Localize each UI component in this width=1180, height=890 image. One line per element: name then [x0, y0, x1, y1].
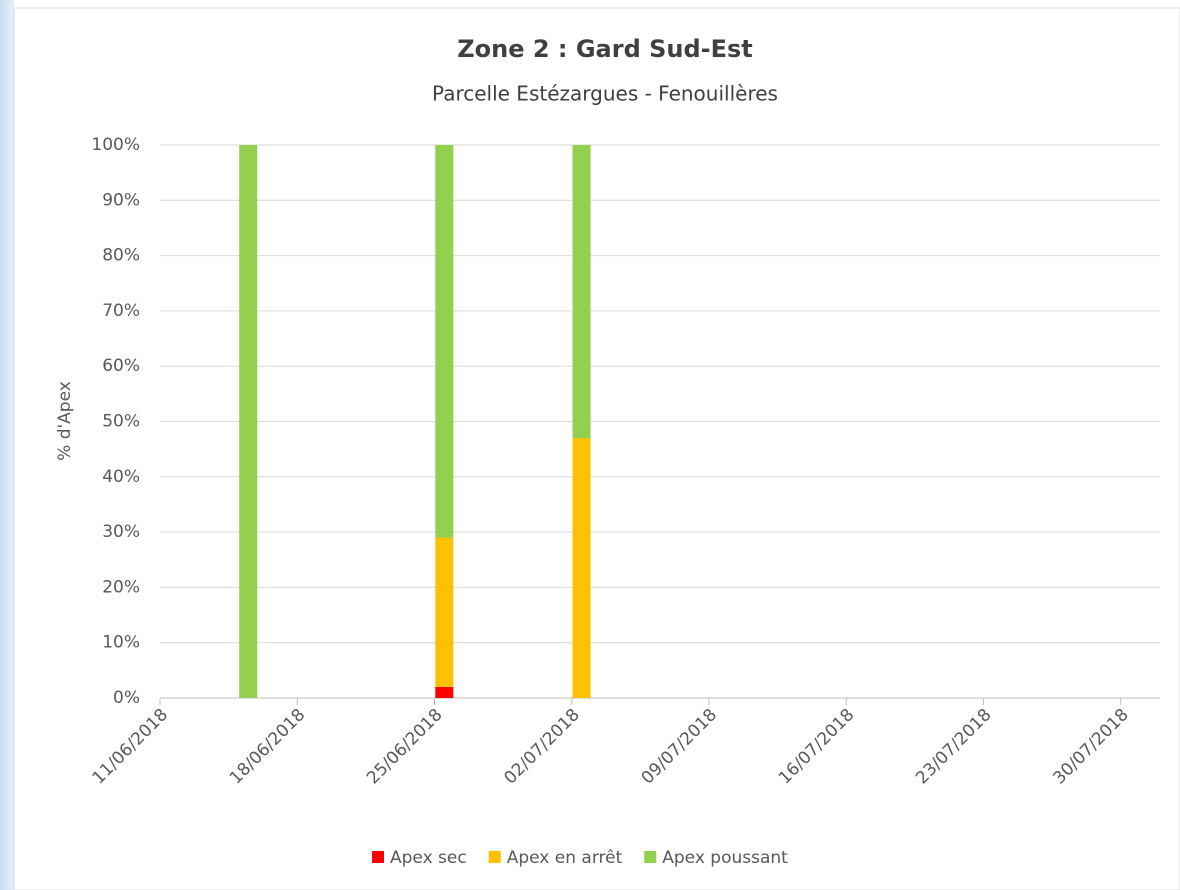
bar-segment — [435, 145, 454, 538]
bar-segment — [572, 438, 591, 698]
y-tick-label: 10% — [102, 633, 140, 653]
y-tick-label: 80% — [102, 246, 140, 266]
y-tick-label: 40% — [102, 467, 140, 487]
bar-segment — [435, 537, 454, 687]
chart-subtitle: Parcelle Estézargues - Fenouillères — [432, 82, 778, 106]
legend-swatch — [372, 851, 384, 863]
bar-segment — [572, 145, 591, 439]
legend-label: Apex sec — [390, 848, 467, 868]
y-tick-label: 20% — [102, 577, 140, 597]
chart-title: Zone 2 : Gard Sud-Est — [457, 35, 753, 63]
y-tick-label: 30% — [102, 522, 140, 542]
y-axis-label: % d'Apex — [55, 381, 75, 461]
legend-label: Apex en arrêt — [507, 848, 623, 868]
y-tick-label: 0% — [113, 688, 140, 708]
bar-segment — [435, 686, 454, 698]
y-tick-label: 60% — [102, 356, 140, 376]
legend-swatch — [488, 851, 501, 863]
legend-label: Apex poussant — [662, 848, 788, 868]
y-tick-label: 50% — [102, 412, 140, 432]
chart-area — [13, 7, 1180, 890]
y-tick-label: 90% — [102, 190, 140, 210]
y-tick-label: 100% — [91, 135, 140, 155]
legend-swatch — [644, 851, 657, 863]
bar-segment — [239, 145, 258, 698]
y-tick-label: 70% — [102, 301, 140, 321]
